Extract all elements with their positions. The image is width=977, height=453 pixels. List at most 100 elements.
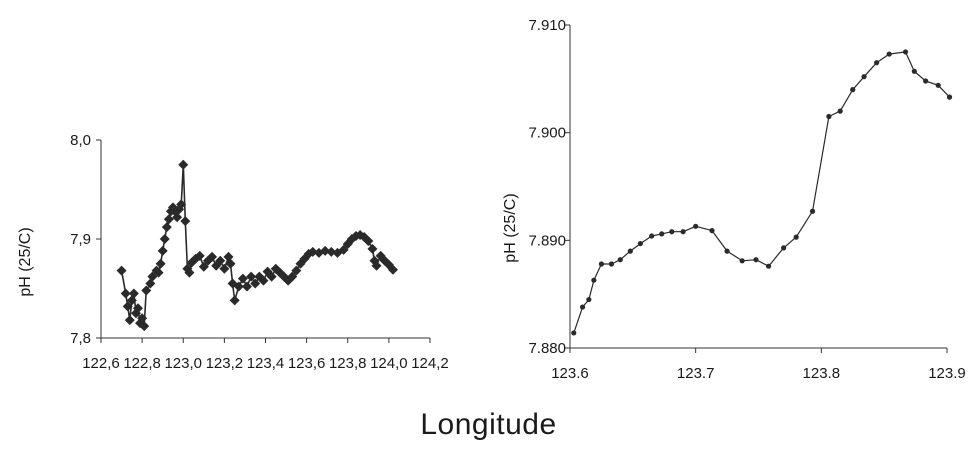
data-point	[184, 267, 195, 278]
data-point	[120, 288, 131, 299]
data-point	[291, 265, 302, 276]
data-point	[215, 255, 226, 266]
y-tick-label: 7.900	[528, 125, 566, 142]
x-tick-label: 123,2	[206, 355, 244, 372]
data-point	[258, 275, 269, 286]
data-point	[229, 295, 240, 306]
data-point	[902, 49, 909, 55]
shared-x-axis-label: Longitude	[420, 408, 557, 441]
data-point	[709, 228, 715, 234]
data-point	[861, 74, 867, 80]
data-point	[180, 216, 191, 227]
data-point	[246, 271, 257, 282]
data-point	[591, 277, 597, 283]
data-point	[669, 229, 675, 235]
series-line	[120, 164, 394, 327]
data-point	[617, 257, 623, 263]
data-point	[693, 223, 699, 229]
x-tick-label: 124,0	[370, 355, 408, 372]
x-tick-label: 123,4	[247, 355, 285, 372]
data-point	[338, 244, 349, 255]
data-point	[724, 248, 730, 254]
data-point	[809, 208, 816, 214]
data-point	[237, 273, 248, 284]
y-tick-label: 7.880	[528, 340, 566, 357]
data-point	[781, 245, 787, 251]
data-point	[137, 313, 148, 324]
data-point	[627, 248, 633, 254]
y-tick-label: 7.890	[528, 232, 566, 249]
data-point	[367, 243, 378, 254]
data-point	[157, 245, 168, 256]
data-point	[287, 271, 298, 282]
x-tick-label: 123.9	[928, 365, 966, 382]
data-point	[124, 315, 135, 326]
data-point	[911, 68, 917, 74]
data-point	[139, 321, 150, 332]
data-point	[176, 199, 187, 210]
data-point	[163, 214, 174, 225]
data-point	[207, 251, 218, 262]
x-tick-label: 123,6	[288, 355, 326, 372]
data-point	[320, 245, 331, 256]
data-point	[178, 159, 189, 170]
data-point	[219, 263, 230, 274]
data-point	[161, 222, 172, 233]
data-point	[793, 234, 799, 240]
data-point	[116, 265, 127, 276]
data-point	[233, 281, 244, 292]
data-point	[147, 271, 158, 282]
data-point	[194, 250, 205, 261]
x-tick-label: 122,6	[82, 355, 120, 372]
y-axis-label: pH (25/C)	[17, 227, 34, 296]
x-tick-label: 124,2	[411, 355, 449, 372]
x-tick-label: 123.8	[803, 365, 841, 382]
data-point	[133, 303, 144, 314]
data-point	[649, 233, 655, 239]
data-point	[837, 108, 843, 114]
data-point	[586, 296, 592, 303]
y-tick-label: 7,8	[70, 330, 91, 347]
data-point	[307, 246, 318, 257]
y-tick-label: 7,9	[70, 231, 91, 248]
data-point	[765, 263, 772, 269]
x-tick-label: 123.6	[551, 365, 589, 382]
data-point	[387, 264, 398, 275]
data-point	[266, 271, 277, 282]
data-point	[571, 330, 577, 336]
data-point	[579, 304, 586, 310]
right-chart: 123.6 123.7 123.8 123.9 7.880 7.890 7.900 7.910…	[502, 17, 966, 382]
data-point	[363, 235, 374, 246]
data-point	[190, 253, 201, 264]
x-tick-label: 123,8	[329, 355, 367, 372]
data-point	[739, 258, 745, 264]
x-tick-label: 123,0	[164, 355, 202, 372]
data-point	[886, 51, 892, 57]
data-point	[326, 246, 337, 257]
data-point	[153, 267, 164, 278]
series-line	[573, 51, 950, 334]
data-point	[608, 261, 615, 267]
data-point	[299, 253, 310, 264]
data-point	[122, 301, 133, 312]
data-point	[250, 278, 261, 289]
data-point	[241, 281, 252, 292]
data-point	[923, 78, 929, 84]
data-point	[680, 229, 686, 235]
x-tick-label: 123.7	[677, 365, 715, 382]
data-point	[155, 258, 166, 269]
data-point	[935, 82, 941, 88]
y-tick-label: 7.910	[528, 17, 566, 34]
y-tick-label: 8,0	[70, 132, 91, 149]
data-point	[198, 261, 209, 272]
data-point	[850, 87, 856, 93]
data-point	[946, 94, 953, 100]
data-point	[659, 231, 665, 237]
data-point	[128, 288, 139, 299]
data-point	[371, 260, 382, 271]
data-point	[598, 261, 605, 267]
data-point	[874, 60, 880, 66]
data-point	[753, 257, 759, 263]
data-point	[637, 240, 643, 247]
